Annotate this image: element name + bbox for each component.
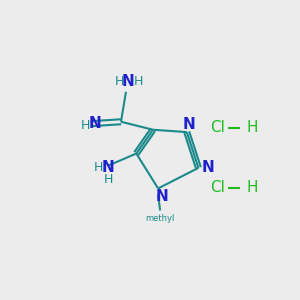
Text: methyl: methyl: [146, 214, 175, 223]
Text: N: N: [102, 160, 115, 175]
Text: Cl: Cl: [210, 181, 225, 196]
Text: N: N: [88, 116, 101, 131]
Text: N: N: [156, 189, 169, 204]
Text: H: H: [80, 119, 90, 132]
Text: N: N: [182, 117, 195, 132]
Text: N: N: [122, 74, 134, 89]
Text: H: H: [133, 75, 143, 88]
Text: H: H: [94, 161, 103, 174]
Text: H: H: [103, 173, 113, 186]
Text: N: N: [202, 160, 215, 175]
Text: H: H: [246, 121, 257, 136]
Text: H: H: [114, 75, 124, 88]
Text: H: H: [246, 181, 257, 196]
Text: Cl: Cl: [210, 121, 225, 136]
